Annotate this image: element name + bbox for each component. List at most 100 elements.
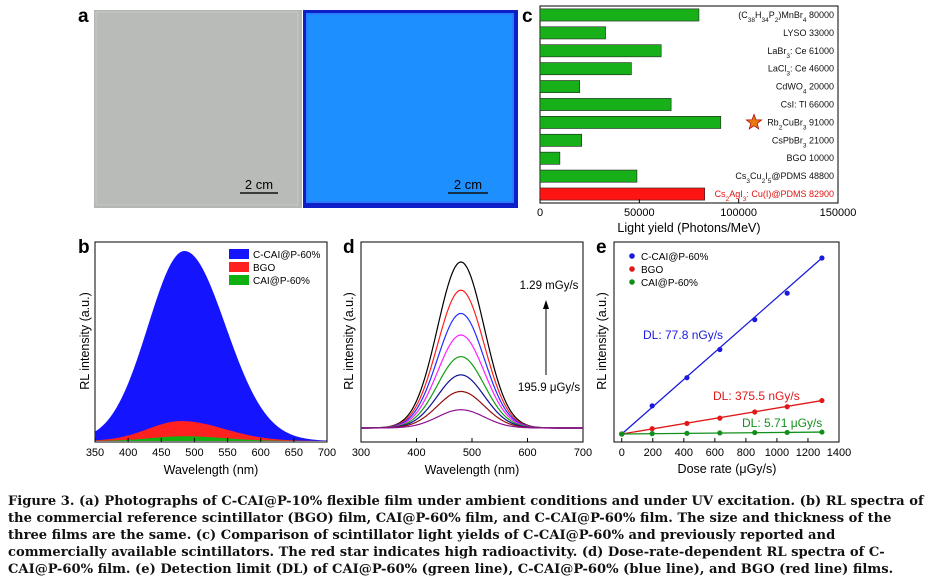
panel-e-letter: e bbox=[596, 237, 607, 258]
d-tick-label-1: 400 bbox=[407, 447, 425, 459]
c-bar-2 bbox=[539, 44, 662, 58]
areas-b bbox=[95, 251, 327, 441]
e-point-0-5 bbox=[784, 290, 790, 296]
panel-e: e 0 200 400 600 800 1000 1200 1400 C-CAI@P-60% B… bbox=[595, 237, 851, 476]
b-tick-label-2: 450 bbox=[152, 447, 170, 459]
e-point-0-3 bbox=[717, 346, 723, 353]
ticks-c: 0 50000 100000 150000 bbox=[537, 199, 856, 219]
e-legend-label-1: BGO bbox=[641, 265, 663, 276]
e-point-2-5 bbox=[784, 429, 790, 436]
panel-b: b 350 400 450 500 550 600 650 700 C-CAI@P-60% BG… bbox=[78, 237, 336, 477]
b-ylabel: RL intensity (a.u.) bbox=[78, 292, 92, 390]
e-point-2-6 bbox=[819, 429, 825, 435]
b-legend-swatch-2 bbox=[229, 275, 249, 285]
e-point-2-4 bbox=[752, 429, 758, 436]
arrow-top-label: 1.29 mGy/s bbox=[520, 280, 579, 292]
d-tick-label-4: 700 bbox=[574, 447, 592, 459]
c-bar-label-7: CsPbBr3 21000 bbox=[772, 135, 834, 149]
e-point-2-1 bbox=[649, 431, 655, 437]
e-tick-label-7: 1400 bbox=[827, 447, 851, 459]
e-tick-label-3: 600 bbox=[706, 447, 724, 459]
dl-blue-label: DL: 77.8 nGy/s bbox=[643, 328, 723, 342]
e-tick-label-2: 400 bbox=[675, 447, 693, 459]
e-point-0-1 bbox=[649, 403, 655, 409]
e-tick-label-5: 1000 bbox=[765, 447, 789, 459]
c-xlabel: Light yield (Photons/MeV) bbox=[617, 221, 760, 235]
labels-c: (C38H34P2)MnBr4 80000 LYSO 33000 LaBr3: Ce… bbox=[715, 10, 834, 203]
b-legend-label-1: BGO bbox=[253, 263, 275, 274]
e-point-0-4 bbox=[752, 317, 758, 323]
e-point-1-1 bbox=[649, 426, 655, 432]
d-tick-label-3: 600 bbox=[518, 447, 536, 459]
d-line-6 bbox=[361, 390, 583, 429]
bars-c bbox=[539, 8, 722, 201]
star-icon bbox=[745, 113, 763, 130]
ticks-d: 300 400 500 600 700 bbox=[352, 438, 592, 459]
e-point-1-2 bbox=[684, 420, 690, 427]
e-xlabel: Dose rate (μGy/s) bbox=[678, 462, 777, 476]
area-b-2 bbox=[95, 436, 327, 441]
ticks-b: 350 400 450 500 550 600 650 700 bbox=[86, 438, 336, 459]
e-point-1-4 bbox=[752, 409, 758, 415]
c-tick-label-3: 150000 bbox=[820, 207, 857, 219]
panel-d: d 300 400 500 600 700 1.29 mGy/s 195.9 μGy/s… bbox=[342, 237, 592, 477]
c-bar-8 bbox=[539, 151, 561, 165]
e-tick-label-6: 1200 bbox=[796, 447, 820, 459]
b-tick-label-7: 700 bbox=[318, 447, 336, 459]
c-bar-4 bbox=[539, 80, 581, 93]
panel-a: a 2 cm 2 cm bbox=[78, 6, 518, 208]
b-legend-label-0: C-CAI@P-60% bbox=[253, 250, 320, 261]
c-bar-label-4: CdWO4 20000 bbox=[776, 82, 834, 96]
figure-caption: Figure 3. (a) Photographs of C-CAI@P-10%… bbox=[8, 493, 932, 578]
d-line-7 bbox=[361, 409, 583, 429]
scale-label-left: 2 cm bbox=[245, 177, 273, 192]
d-tick-label-0: 300 bbox=[352, 447, 370, 459]
b-tick-label-6: 650 bbox=[285, 447, 303, 459]
legend-b: C-CAI@P-60% BGO CAI@P-60% bbox=[229, 249, 320, 287]
c-bar-label-0: (C38H34P2)MnBr4 80000 bbox=[738, 10, 834, 24]
b-tick-label-5: 600 bbox=[252, 447, 270, 459]
b-tick-label-4: 550 bbox=[218, 447, 236, 459]
c-bar-label-10: Cs2AgI3: Cu(I)@PDMS 82900 bbox=[715, 189, 834, 203]
area-b-1 bbox=[95, 421, 327, 441]
c-bar-3 bbox=[539, 62, 632, 76]
e-legend-label-0: C-CAI@P-60% bbox=[641, 252, 708, 263]
c-bar-label-5: CsI: Tl 66000 bbox=[781, 100, 834, 110]
plot-b-frame bbox=[94, 241, 328, 443]
d-line-1 bbox=[360, 289, 583, 429]
e-legend-marker-2 bbox=[629, 279, 635, 285]
panel-c-letter: c bbox=[522, 6, 533, 27]
b-tick-label-0: 350 bbox=[86, 447, 104, 459]
c-tick-label-1: 50000 bbox=[624, 207, 655, 219]
panel-d-letter: d bbox=[343, 237, 355, 258]
e-tick-label-1: 200 bbox=[644, 447, 662, 459]
lines-e bbox=[619, 255, 825, 437]
b-legend-swatch-0 bbox=[229, 249, 249, 259]
e-ylabel: RL intensity (a.u.) bbox=[595, 292, 609, 390]
plot-e-frame bbox=[613, 241, 840, 443]
c-bar-label-3: LaCl3: Ce 46000 bbox=[768, 64, 834, 78]
e-point-2-2 bbox=[684, 430, 690, 436]
dl-red-label: DL: 375.5 nGy/s bbox=[713, 389, 800, 403]
b-tick-label-1: 400 bbox=[119, 447, 137, 459]
dl-green-label: DL: 5.71 μGy/s bbox=[742, 416, 822, 430]
caption-text: (a) Photographs of C-CAI@P-10% flexible … bbox=[8, 494, 924, 577]
caption-prefix: Figure 3. bbox=[8, 494, 75, 509]
d-tick-label-2: 500 bbox=[463, 447, 481, 459]
arrow-head-icon bbox=[543, 300, 549, 309]
e-point-2-3 bbox=[717, 430, 723, 436]
scale-label-right: 2 cm bbox=[454, 177, 482, 192]
b-xlabel: Wavelength (nm) bbox=[164, 463, 259, 477]
e-legend-label-2: CAI@P-60% bbox=[641, 278, 698, 289]
lines-d bbox=[360, 261, 583, 429]
panel-c: c (C38H34P2)MnBr4 80000 LYSO 33000 LaBr3: … bbox=[522, 5, 856, 235]
arrow-bottom-label: 195.9 μGy/s bbox=[518, 382, 580, 394]
d-line-2 bbox=[361, 312, 583, 429]
c-tick-label-2: 100000 bbox=[720, 207, 757, 219]
c-bar-label-6: Rb2CuBr3 91000 bbox=[767, 117, 834, 131]
c-bar-6 bbox=[539, 116, 722, 129]
b-legend-label-2: CAI@P-60% bbox=[253, 276, 310, 287]
c-bar-1 bbox=[539, 26, 606, 40]
c-tick-label-0: 0 bbox=[537, 207, 543, 219]
e-legend-marker-1 bbox=[629, 266, 635, 272]
